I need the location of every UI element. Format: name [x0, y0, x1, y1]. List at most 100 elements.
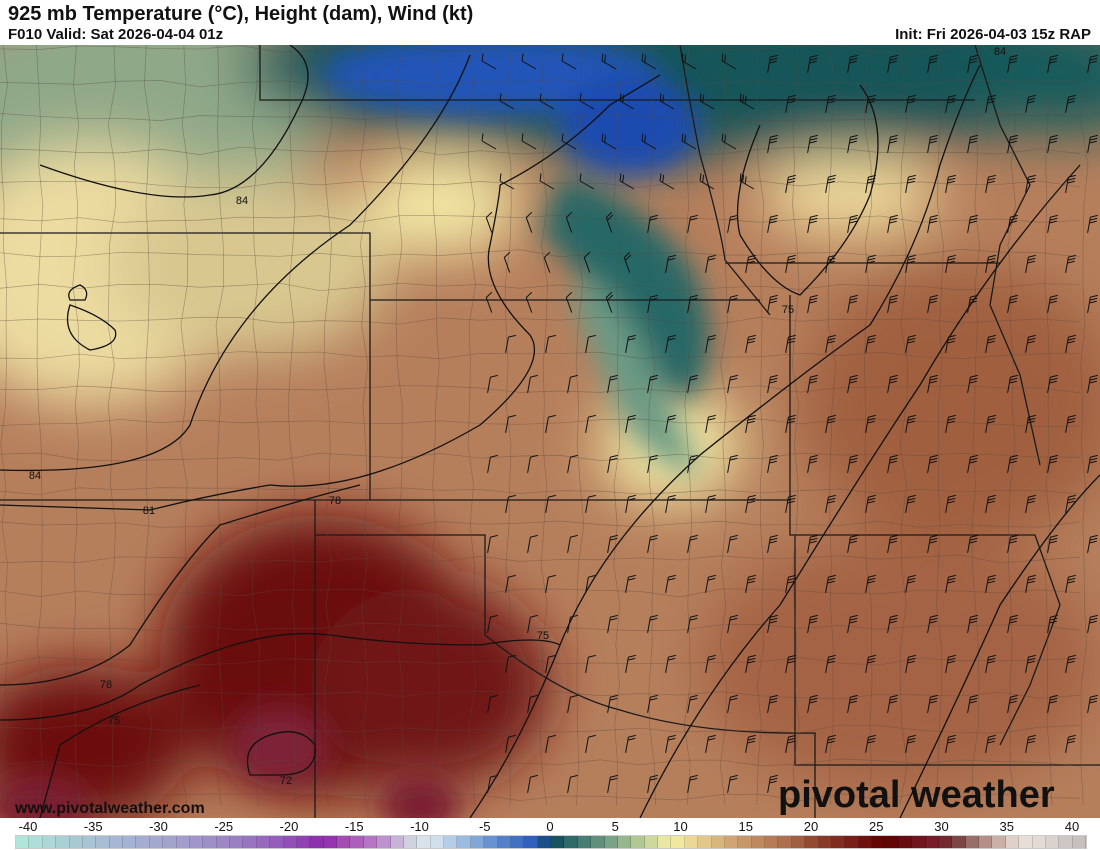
- county-line: [864, 45, 873, 806]
- wind-barb: [521, 133, 537, 150]
- colorbar-cell: [497, 836, 511, 848]
- colorbar-tick-label: -10: [410, 819, 429, 834]
- wind-barb: [607, 534, 618, 553]
- wind-barb: [641, 53, 657, 70]
- colorbar-cell: [537, 836, 551, 848]
- wind-barb: [1047, 134, 1058, 153]
- wind-barb: [1025, 494, 1036, 513]
- wind-barb: [1047, 54, 1058, 73]
- colorbar-tick-label: -5: [478, 819, 491, 834]
- colorbar-tick-label: 30: [934, 819, 949, 834]
- county-line: [0, 45, 1081, 54]
- contour-label: 84: [236, 195, 248, 207]
- colorbar-cell: [564, 836, 578, 848]
- wind-barb: [865, 654, 876, 673]
- wind-barb: [579, 173, 595, 190]
- wind-barb: [619, 173, 635, 190]
- wind-barb: [687, 454, 698, 473]
- wind-barb: [847, 534, 858, 553]
- wind-barb: [767, 694, 778, 713]
- wind-barb: [705, 414, 716, 433]
- colorbar-cell: [203, 836, 217, 848]
- county-line: [143, 45, 153, 806]
- wind-barb: [705, 734, 716, 753]
- wind-barb: [623, 251, 632, 273]
- wind-barb: [687, 614, 698, 633]
- wind-barb: [647, 374, 658, 393]
- wind-barb: [785, 414, 796, 433]
- wind-barb: [1065, 254, 1076, 273]
- county-line: [1007, 45, 1017, 806]
- wind-barb: [499, 173, 515, 190]
- colorbar-tick-label: 15: [738, 819, 753, 834]
- wind-barb: [807, 134, 818, 153]
- wind-barb: [905, 254, 916, 273]
- colorbar-cell: [711, 836, 725, 848]
- wind-barb: [767, 774, 778, 793]
- colorbar-tick-label: -25: [214, 819, 234, 834]
- wind-barb: [1007, 374, 1018, 393]
- wind-barb: [945, 334, 956, 353]
- wind-barb: [865, 734, 876, 753]
- county-line: [0, 214, 1081, 223]
- wind-barb: [487, 694, 498, 713]
- wind-barb: [705, 494, 716, 513]
- wind-barb: [727, 454, 738, 473]
- wind-barb: [1087, 454, 1098, 473]
- colorbar-tick-label: 10: [673, 819, 688, 834]
- colorbar-cell: [818, 836, 832, 848]
- wind-barb: [521, 53, 537, 70]
- county-line: [0, 385, 1081, 394]
- wind-barb: [545, 734, 556, 753]
- colorbar-cell: [1019, 836, 1033, 848]
- wind-barb: [585, 414, 596, 433]
- colorbar-cell: [270, 836, 284, 848]
- county-line: [359, 45, 369, 806]
- wind-barb: [1007, 614, 1018, 633]
- wind-barb: [865, 414, 876, 433]
- colorbar-cell: [350, 836, 364, 848]
- colorbar-cell: [417, 836, 431, 848]
- wind-barb: [887, 294, 898, 313]
- wind-barb: [525, 211, 533, 233]
- colorbar-cell: [123, 836, 137, 848]
- county-line: [827, 45, 837, 806]
- contour-label: 84: [29, 470, 41, 482]
- wind-barb: [487, 374, 498, 393]
- wind-barb: [1047, 454, 1058, 473]
- wind-barb: [1025, 94, 1036, 113]
- wind-barb: [927, 294, 938, 313]
- colorbar-tick-labels: -40 -35 -30 -25 -20 -15 -10 -5 0 5 10 15 20 25 30 35 40: [0, 818, 1100, 834]
- wind-barb: [739, 173, 755, 190]
- wind-barb: [825, 174, 836, 193]
- wind-barb: [985, 654, 996, 673]
- wind-barb: [1025, 254, 1036, 273]
- wind-barb: [625, 574, 636, 593]
- county-line: [107, 45, 117, 806]
- wind-barb: [807, 214, 818, 233]
- colorbar-cell: [216, 836, 230, 848]
- colorbar-cell: [296, 836, 311, 848]
- wind-barb: [1087, 294, 1098, 313]
- wind-barb: [1007, 294, 1018, 313]
- wind-barb: [887, 454, 898, 473]
- wind-barb: [705, 334, 716, 353]
- county-line: [0, 452, 1081, 462]
- wind-barb: [1025, 174, 1036, 193]
- wind-barb: [985, 174, 996, 193]
- wind-barb: [601, 133, 617, 150]
- wind-barb: [745, 654, 756, 673]
- wind-barb: [545, 654, 556, 673]
- colorbar-cell: [484, 836, 498, 848]
- colorbar-cell: [805, 836, 819, 848]
- pivotal-weather-logo: pivotal weather: [778, 774, 1055, 816]
- wind-barb: [865, 334, 876, 353]
- wind-barb: [1065, 174, 1076, 193]
- colorbar-cell: [390, 836, 404, 848]
- wind-barb: [807, 534, 818, 553]
- wind-barb: [807, 614, 818, 633]
- colorbar-cell: [898, 836, 913, 848]
- wind-barb: [927, 694, 938, 713]
- wind-barb: [1025, 334, 1036, 353]
- init-time: Init: Fri 2026-04-03 15z RAP: [895, 26, 1091, 43]
